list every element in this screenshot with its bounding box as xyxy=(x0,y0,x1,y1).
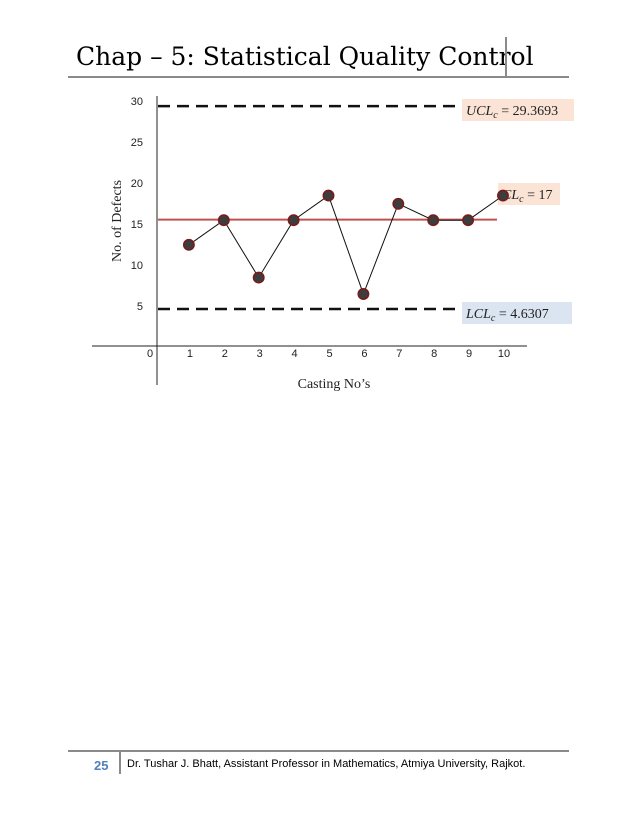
data-point xyxy=(182,238,195,251)
data-point xyxy=(392,197,405,210)
header-rule xyxy=(68,76,569,78)
cl-label-text: CLc = 17 xyxy=(502,188,552,205)
x-axis-title: Casting No’s xyxy=(298,377,371,392)
defects-line xyxy=(188,194,504,296)
x-tick-label: 5 xyxy=(326,348,332,360)
page-number: 25 xyxy=(94,758,109,773)
y-tick-label: 15 xyxy=(131,219,143,231)
x-tick-label: 7 xyxy=(396,348,402,360)
x-tick-label: 1 xyxy=(187,348,193,360)
y-tick-label: 5 xyxy=(137,301,143,313)
data-point xyxy=(497,189,509,202)
footer-rule xyxy=(68,750,569,752)
ucl-label: UCLc = 29.3693 xyxy=(462,99,574,121)
x-tick-label: 0 xyxy=(147,348,153,360)
x-tick-label: 3 xyxy=(257,348,263,360)
footer-divider xyxy=(119,752,121,774)
lcl-label-text: LCLc = 4.6307 xyxy=(465,307,549,324)
x-tick-label: 6 xyxy=(361,348,367,360)
chart-axes xyxy=(92,96,527,385)
control-lines: UCLc = 29.3693 CLc = 17 LCLc = 4.6307 xyxy=(158,99,574,324)
y-tick-label: 25 xyxy=(131,137,143,149)
page-title: Chap – 5: Statistical Quality Control xyxy=(76,42,534,71)
y-tick-label: 10 xyxy=(131,260,143,272)
control-chart: 5 10 15 20 25 30 0 1 2 3 4 5 6 7 8 9 10 UCLc = 29.3693 CL… xyxy=(92,96,574,392)
page-header: Chap – 5: Statistical Quality Control xyxy=(0,0,638,90)
page-footer: 25 Dr. Tushar J. Bhatt, Assistant Profes… xyxy=(0,740,638,780)
x-tick-label: 4 xyxy=(292,348,298,360)
x-tick-label: 2 xyxy=(222,348,228,360)
y-tick-label: 30 xyxy=(131,96,143,108)
data-point xyxy=(357,288,370,300)
lcl-label: LCLc = 4.6307 xyxy=(462,302,572,324)
x-tick-label: 8 xyxy=(431,348,437,360)
lcl-label-box xyxy=(462,302,572,324)
footer-author: Dr. Tushar J. Bhatt, Assistant Professor… xyxy=(127,758,526,770)
y-tick-label: 20 xyxy=(131,178,143,190)
y-axis-title: No. of Defects xyxy=(110,180,125,262)
data-point xyxy=(217,214,230,227)
chart-ticks: 5 10 15 20 25 30 0 1 2 3 4 5 6 7 8 9 10 xyxy=(131,96,510,360)
data-point xyxy=(322,189,335,202)
x-tick-label: 9 xyxy=(466,348,472,360)
cl-label-box xyxy=(498,183,560,205)
ucl-label-box xyxy=(462,99,574,121)
defects-series xyxy=(182,189,509,300)
data-point xyxy=(252,271,265,284)
data-point xyxy=(287,214,300,227)
ucl-label-text: UCLc = 29.3693 xyxy=(466,104,558,121)
data-point xyxy=(462,214,475,227)
header-divider xyxy=(505,37,507,76)
data-point xyxy=(427,214,440,227)
x-tick-label: 10 xyxy=(498,348,510,360)
